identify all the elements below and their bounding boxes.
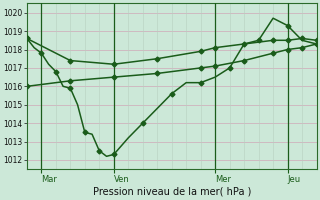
- X-axis label: Pression niveau de la mer( hPa ): Pression niveau de la mer( hPa ): [92, 187, 251, 197]
